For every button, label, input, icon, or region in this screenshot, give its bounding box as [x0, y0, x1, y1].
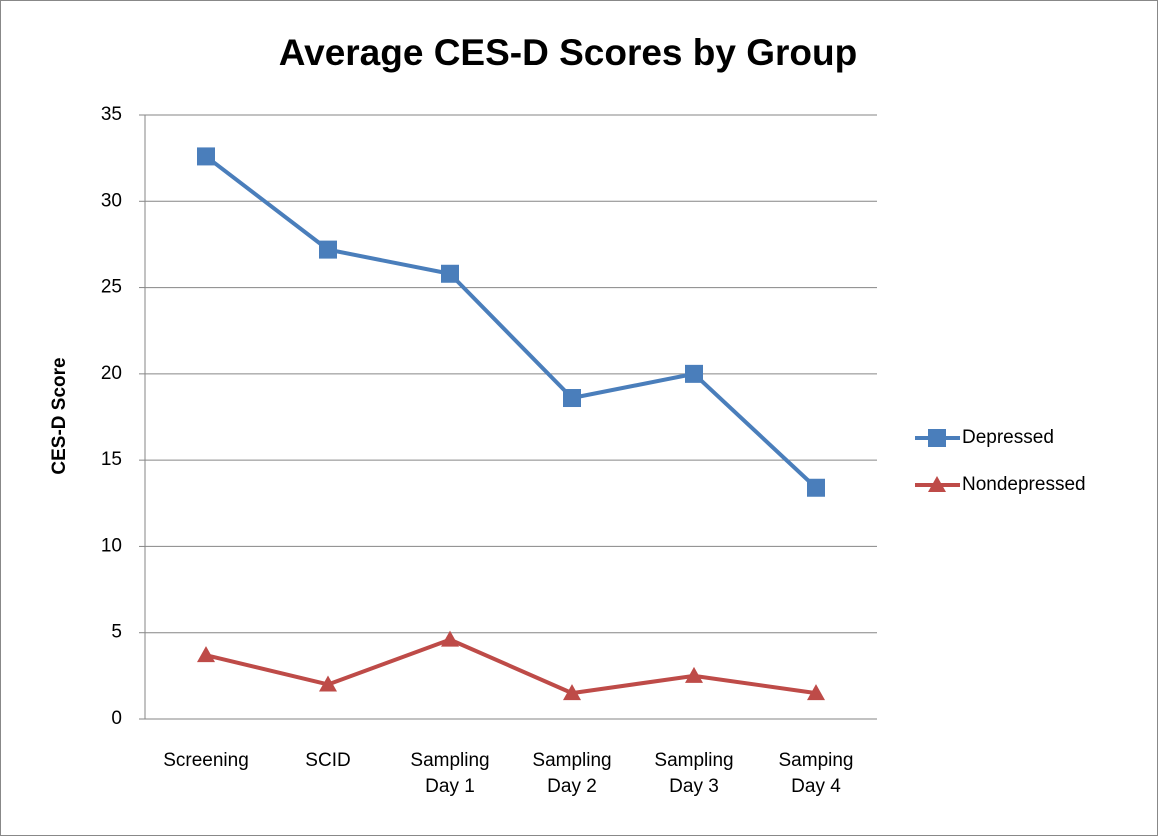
legend-label: Depressed [962, 427, 1054, 448]
data-point [685, 666, 703, 683]
data-point [319, 240, 337, 259]
data-point [319, 675, 337, 692]
y-tick-label: 15 [101, 449, 122, 470]
data-point [441, 264, 459, 283]
y-tick-label: 30 [101, 190, 122, 211]
x-tick-label: Sampling Day 3 [654, 750, 734, 797]
x-tick-label: SCID [305, 750, 351, 771]
data-point [685, 364, 703, 383]
x-tick-label: Sampling Day 2 [532, 750, 612, 797]
x-tick-label: Sampling Day 1 [410, 750, 490, 797]
y-tick-label: 25 [101, 277, 122, 298]
data-point [197, 147, 215, 166]
data-point [563, 684, 581, 701]
data-point [197, 646, 215, 663]
y-tick-label: 5 [111, 622, 122, 643]
data-point [563, 389, 581, 408]
data-point [807, 684, 825, 701]
series-line [205, 637, 817, 696]
y-tick-label: 35 [101, 104, 122, 125]
data-point [441, 630, 459, 647]
y-tick-label: 20 [101, 363, 122, 384]
x-tick-label: Screening [163, 750, 249, 771]
chart-title: Average CES-D Scores by Group [279, 32, 857, 73]
y-tick-label: 10 [101, 535, 122, 556]
x-tick-label: Samping Day 4 [778, 750, 854, 797]
data-point [807, 478, 825, 497]
series-line [204, 154, 818, 490]
legend-label: Nondepressed [962, 474, 1086, 495]
legend-marker [928, 476, 946, 492]
y-tick-label: 0 [111, 708, 122, 729]
legend-marker [928, 429, 946, 447]
y-axis-label: CES-D Score [49, 357, 70, 474]
